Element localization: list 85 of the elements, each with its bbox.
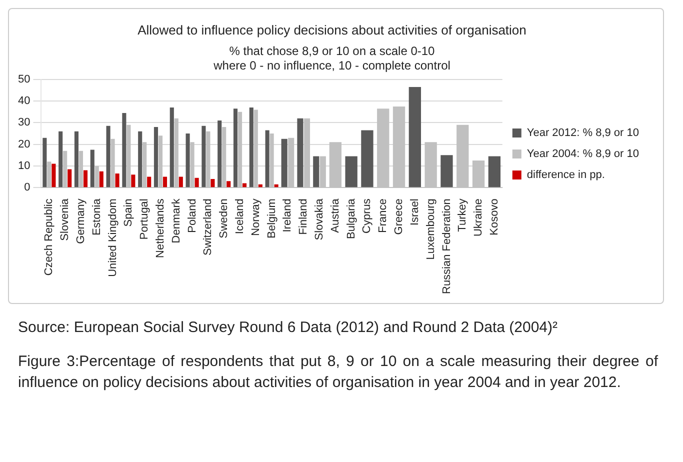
bar (63, 150, 68, 188)
bar (147, 176, 152, 188)
bar (52, 164, 56, 188)
bar (47, 162, 52, 188)
x-tick-label: Sweden (218, 198, 230, 238)
bar (126, 124, 131, 188)
chart-subtitle: % that chose 8,9 or 10 on a scale 0-10 where 0 - no influence, 10 - complete control (212, 44, 450, 73)
bar (122, 112, 126, 188)
x-tick-label: Israel (408, 198, 421, 226)
x-tick-label: Ukraine (472, 198, 485, 237)
bar (154, 127, 158, 188)
x-tick-label: Kosovo (488, 198, 500, 236)
bar (162, 176, 168, 188)
x-tick-label: Norway (250, 198, 262, 236)
y-tick-label: 20 (18, 138, 30, 150)
x-tick-label: France (377, 198, 390, 233)
legend-label: Year 2004: % 8,9 or 10 (526, 148, 640, 160)
bar (242, 183, 247, 188)
bar (226, 181, 231, 188)
x-tick-label: Estonia (90, 198, 103, 236)
x-tick-label: Netherlands (154, 198, 167, 258)
x-tick-label: Austria (329, 198, 342, 233)
x-tick-label: Portugal (138, 198, 151, 240)
bar (265, 130, 270, 188)
bar (254, 110, 258, 188)
bar (270, 134, 274, 188)
bar (78, 150, 84, 188)
bar (158, 136, 163, 188)
bar (206, 131, 210, 188)
y-tick-label: 40 (18, 95, 30, 108)
bar (233, 108, 238, 188)
bar (170, 108, 174, 188)
bar (190, 142, 194, 188)
bar (222, 127, 226, 188)
x-tick-label: Russian Federation (440, 198, 453, 294)
y-tick-label: 50 (18, 73, 30, 86)
bar (42, 138, 47, 188)
bar (142, 142, 147, 188)
x-tick-label: Switzerland (202, 198, 214, 256)
bar (249, 108, 254, 188)
bar (174, 118, 178, 188)
x-tick-label: Finland (298, 198, 310, 235)
x-tick-label: Czech Republic (43, 198, 56, 276)
caption: Figure 3:Percentage of respondents that put 8, 9 or 10 on a scale measuring their degree of influence on policy decisions about activities of organisation in year 2004 and in year 2012. (18, 352, 658, 392)
x-tick-label: United Kingdom (106, 198, 119, 277)
x-tick-label: Cyprus (361, 198, 374, 234)
chart-title: Allowed to influence policy decisions about activities of organisation (138, 22, 526, 38)
legend-label: Year 2012: % 8,9 or 10 (526, 127, 640, 140)
bar (74, 131, 79, 188)
bar (106, 126, 110, 188)
x-tick-label: Turkey (456, 198, 469, 232)
x-tick-label: Greece (393, 198, 406, 235)
bar (90, 150, 94, 188)
bar (138, 131, 142, 188)
y-tick-label: 10 (18, 160, 30, 172)
bar (68, 169, 72, 188)
bar (115, 174, 120, 188)
x-tick-label: Belgium (266, 198, 278, 238)
bar (186, 134, 190, 188)
bar (194, 178, 199, 188)
x-tick-label: Denmark (170, 198, 182, 244)
x-tick-label: Iceland (234, 198, 246, 234)
x-tick-label: Germany (75, 198, 88, 244)
bar (99, 171, 104, 188)
x-tick-label: Luxembourg (424, 198, 437, 260)
bar (238, 112, 242, 188)
bar (110, 138, 115, 188)
bar (58, 131, 63, 188)
x-tick-label: Ireland (282, 198, 294, 232)
bar (131, 174, 136, 188)
x-tick-label: Poland (186, 198, 198, 233)
bar (178, 176, 183, 188)
x-tick-label: Bulgaria (345, 198, 358, 239)
bar (210, 178, 215, 188)
y-tick-label: 30 (18, 116, 30, 129)
bar (94, 166, 99, 188)
x-tick-label: Slovenia (59, 198, 72, 241)
y-tick-label: 0 (24, 182, 30, 194)
x-tick-label: Spain (122, 198, 135, 227)
x-tick-label: Slovakia (314, 198, 326, 240)
bar (83, 170, 88, 188)
source-note: Source: European Social Survey Round 6 Data (2012) and Round 2 Data (2004)² (18, 318, 558, 338)
bar (202, 126, 206, 188)
bar (218, 120, 222, 188)
legend-label: difference in pp. (526, 169, 605, 182)
